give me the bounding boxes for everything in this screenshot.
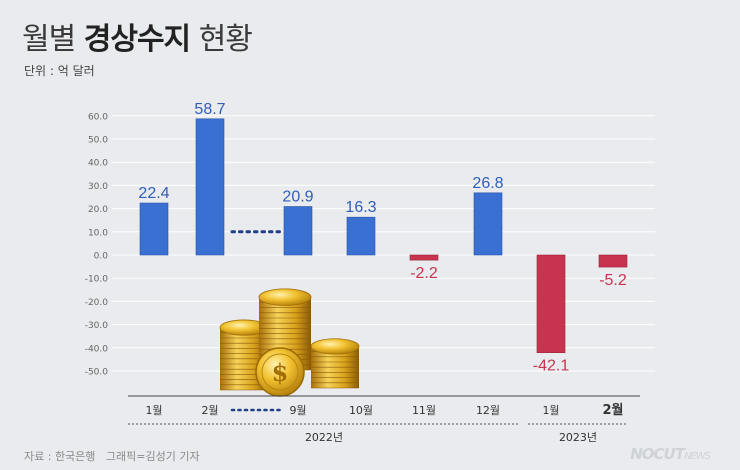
dollar-coin-rim (261, 353, 299, 391)
x-tick-label-5: 12월 (476, 404, 500, 417)
coin-edge (311, 372, 359, 378)
value-label-1: 58.7 (194, 101, 225, 118)
y-tick-label: 20.0 (88, 205, 108, 215)
year-label-1: 2023년 (559, 431, 597, 444)
source-text: 자료 : 한국은행 (24, 450, 96, 463)
coin-edge (220, 384, 268, 390)
y-tick-label: 10.0 (88, 228, 108, 238)
y-tick-label: 40.0 (88, 159, 108, 169)
y-tick-label: -10.0 (85, 275, 109, 285)
y-tick-label: -20.0 (85, 298, 109, 308)
coin-edge (259, 344, 311, 350)
y-tick-label: 0.0 (94, 252, 109, 262)
bar-0 (139, 202, 169, 256)
logo-small: NEWS (683, 451, 711, 462)
bar-4 (409, 254, 439, 261)
unit-label: 단위 : 억 달러 (24, 64, 95, 78)
coin-edge (220, 358, 268, 364)
dollar-sign-icon: $ (272, 358, 289, 387)
x-tick-label-4: 11월 (412, 404, 436, 417)
nocut-news-logo: NOCUTNEWS (630, 445, 711, 463)
coin-edge (259, 312, 311, 318)
year-label-0: 2022년 (305, 431, 343, 444)
coin-edge (259, 307, 311, 313)
bar-7 (598, 254, 628, 268)
coin-edge (311, 356, 359, 362)
value-label-5: 26.8 (472, 175, 503, 192)
value-label-2: 20.9 (282, 189, 313, 206)
bars: 22.4 58.7 20.9 16.3 -2.2 26.8 -42.1 -5.2 (138, 101, 628, 375)
value-label-3: 16.3 (345, 199, 376, 216)
y-tick-label: -50.0 (85, 368, 109, 378)
coin-stack-illustration: $ (219, 288, 360, 397)
coin-edge (220, 364, 268, 370)
x-tick-label-1: 2월 (201, 404, 218, 417)
y-tick-label: 30.0 (88, 182, 108, 192)
bar-5 (473, 192, 503, 256)
x-axis: 1월 2월 9월 10월 11월 12월 1월 2월 2022년 2023년 (128, 395, 640, 444)
bar-2 (283, 206, 313, 256)
coin-edge (311, 377, 359, 383)
coin-edge (220, 379, 268, 385)
logo-main: NOCUT (630, 445, 685, 463)
x-tick-label-3: 10월 (349, 404, 373, 417)
x-tick-label-7: 2월 (602, 402, 623, 418)
x-tick-label-0: 1월 (145, 404, 162, 417)
coin-edge (259, 323, 311, 329)
credit-text: 그래픽=김성기 기자 (105, 450, 200, 463)
coin-edge (311, 367, 359, 373)
coin-edge (220, 353, 268, 359)
footer-source: 자료 : 한국은행 그래픽=김성기 기자 (24, 448, 200, 464)
title-bold: 경상수지 (83, 22, 191, 57)
coin-edge (259, 318, 311, 324)
value-label-6: -42.1 (533, 358, 570, 375)
value-label-7: -5.2 (599, 272, 627, 289)
coin-edge (220, 343, 268, 349)
value-label-4: -2.2 (410, 265, 438, 282)
y-tick-label: 50.0 (88, 136, 108, 146)
coin-edge (259, 328, 311, 334)
coin-edge (311, 382, 359, 388)
bar-3 (346, 216, 376, 256)
value-label-0: 22.4 (138, 185, 169, 202)
coin-top (310, 338, 360, 355)
x-tick-label-2: 9월 (289, 404, 306, 417)
coin-edge (220, 374, 268, 380)
coin-edge (259, 333, 311, 339)
title-light: 월별 (22, 22, 76, 57)
coin-edge (259, 338, 311, 344)
y-tick-label: 60.0 (88, 112, 108, 122)
coin-edge (220, 348, 268, 354)
bar-1 (195, 118, 225, 256)
y-tick-label: -40.0 (85, 344, 109, 354)
chart-title: 월별 경상수지 현황 (22, 14, 253, 58)
coin-top (258, 288, 312, 306)
y-tick-label: -30.0 (85, 321, 109, 331)
bar-6 (536, 254, 566, 353)
x-tick-label-6: 1월 (542, 404, 559, 417)
coin-edge (220, 338, 268, 344)
coin-edge (311, 362, 359, 368)
title-light-2: 현황 (198, 22, 253, 57)
coin-edge (220, 369, 268, 375)
